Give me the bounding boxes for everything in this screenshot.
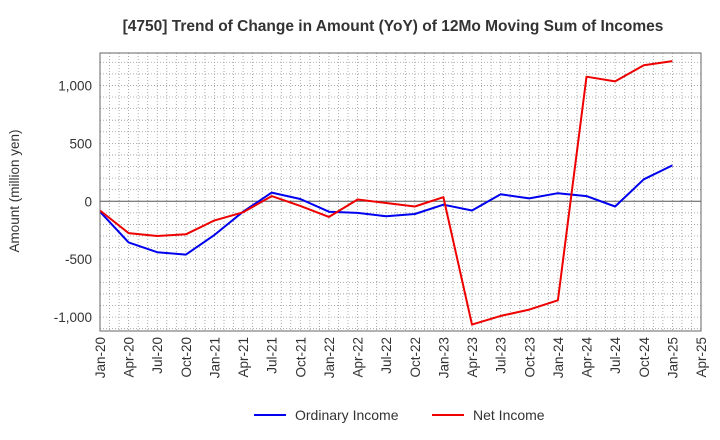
x-tick-label: Apr-24 xyxy=(580,337,595,378)
x-tick-label: Oct-22 xyxy=(408,337,423,378)
x-tick-label: Oct-23 xyxy=(522,337,537,378)
x-tick-label: Apr-25 xyxy=(694,337,709,378)
x-tick-label: Jan-24 xyxy=(551,337,566,379)
series-line-net-income xyxy=(99,60,673,326)
y-tick-label: 1,000 xyxy=(58,78,92,93)
grid xyxy=(100,53,701,331)
legend-label: Ordinary Income xyxy=(295,407,399,423)
x-tick-label: Jan-22 xyxy=(322,337,337,378)
legend: Ordinary Income Net Income xyxy=(254,407,545,423)
x-tick-label: Jul-20 xyxy=(150,337,165,374)
x-tick-label: Apr-21 xyxy=(236,337,251,378)
x-tick-label: Oct-24 xyxy=(637,337,652,378)
series-line-ordinary-income xyxy=(99,164,673,256)
legend-label: Net Income xyxy=(473,407,545,423)
x-tick-label: Oct-20 xyxy=(179,337,194,378)
x-tick-label: Jul-21 xyxy=(265,337,280,374)
y-tick-label: -500 xyxy=(65,252,92,267)
y-tick-label: -1,000 xyxy=(54,310,92,325)
x-tick-label: Apr-22 xyxy=(351,337,366,378)
x-tick-labels: Jan-20 Apr-20 Jul-20 Oct-20 Jan-21 Apr-21 Jul-… xyxy=(93,337,709,379)
x-tick-label: Oct-21 xyxy=(293,337,308,378)
x-tick-label: Jan-20 xyxy=(93,337,108,378)
y-axis-label: Amount (million yen) xyxy=(7,129,22,252)
y-tick-label: 500 xyxy=(69,136,92,151)
x-tick-label: Jul-24 xyxy=(608,337,623,374)
x-tick-label: Jan-21 xyxy=(207,337,222,378)
x-tick-label: Apr-20 xyxy=(122,337,137,378)
plot-frame xyxy=(99,52,702,332)
x-tick-label: Jul-23 xyxy=(494,337,509,374)
x-tick-label: Jul-22 xyxy=(379,337,394,374)
x-tick-label: Jan-23 xyxy=(436,337,451,378)
y-tick-label: 0 xyxy=(84,194,92,209)
chart-title: [4750] Trend of Change in Amount (YoY) o… xyxy=(123,18,664,35)
x-tick-label: Jan-25 xyxy=(665,337,680,378)
y-tick-labels: -1,000 -500 0 500 1,000 xyxy=(54,78,92,325)
series-lines xyxy=(99,60,673,326)
x-tick-label: Apr-23 xyxy=(465,337,480,378)
